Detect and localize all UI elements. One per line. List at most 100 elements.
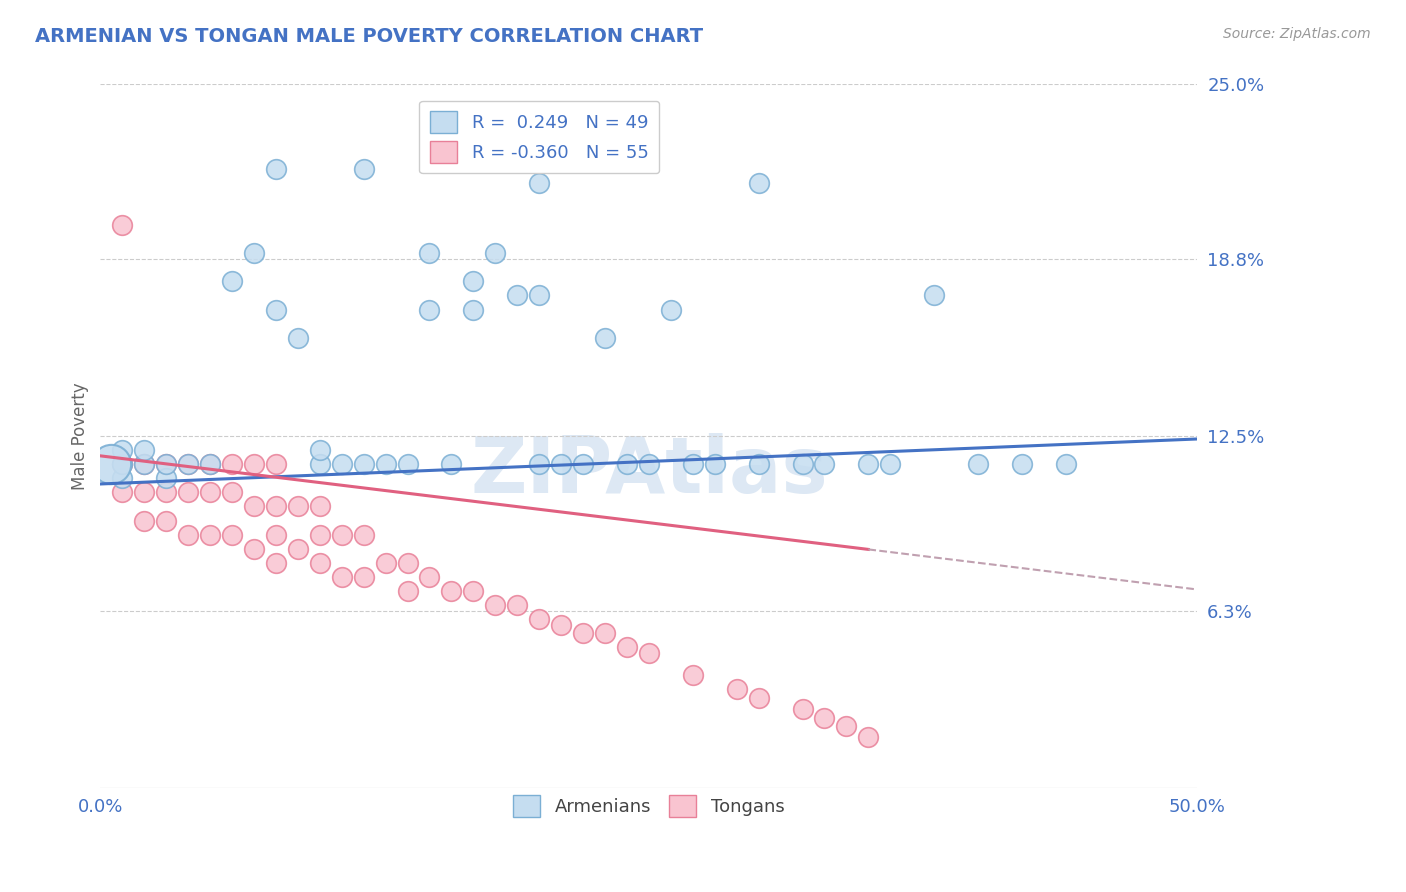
Point: [198, 527, 221, 541]
Point: [134, 458, 156, 472]
Point: [593, 331, 616, 345]
Point: [529, 176, 551, 190]
Point: [221, 485, 243, 500]
Point: [792, 458, 814, 472]
Point: [835, 719, 858, 733]
Point: [418, 246, 440, 260]
Point: [529, 612, 551, 626]
Point: [858, 458, 880, 472]
Point: [703, 458, 725, 472]
Point: [111, 471, 134, 485]
Point: [330, 527, 353, 541]
Point: [177, 485, 200, 500]
Point: [506, 598, 529, 612]
Point: [682, 668, 704, 682]
Point: [879, 458, 901, 472]
Point: [484, 246, 506, 260]
Point: [134, 458, 156, 472]
Point: [748, 690, 770, 705]
Point: [463, 274, 485, 288]
Point: [264, 302, 287, 317]
Point: [111, 218, 134, 232]
Point: [1054, 458, 1077, 472]
Point: [134, 443, 156, 458]
Point: [396, 458, 419, 472]
Point: [748, 458, 770, 472]
Point: [155, 485, 177, 500]
Point: [134, 485, 156, 500]
Point: [396, 556, 419, 570]
Point: [506, 288, 529, 302]
Point: [396, 583, 419, 598]
Point: [308, 527, 330, 541]
Point: [111, 458, 134, 472]
Text: ZIPAtlas: ZIPAtlas: [470, 434, 828, 509]
Point: [638, 458, 661, 472]
Point: [221, 527, 243, 541]
Point: [221, 458, 243, 472]
Point: [529, 288, 551, 302]
Point: [308, 500, 330, 514]
Point: [134, 514, 156, 528]
Point: [198, 458, 221, 472]
Point: [177, 527, 200, 541]
Point: [484, 598, 506, 612]
Point: [330, 458, 353, 472]
Point: [264, 458, 287, 472]
Point: [111, 443, 134, 458]
Point: [155, 458, 177, 472]
Point: [221, 274, 243, 288]
Point: [243, 246, 266, 260]
Point: [243, 500, 266, 514]
Point: [1011, 458, 1033, 472]
Point: [177, 458, 200, 472]
Point: [440, 458, 463, 472]
Text: Source: ZipAtlas.com: Source: ZipAtlas.com: [1223, 27, 1371, 41]
Point: [308, 443, 330, 458]
Text: ARMENIAN VS TONGAN MALE POVERTY CORRELATION CHART: ARMENIAN VS TONGAN MALE POVERTY CORRELAT…: [35, 27, 703, 45]
Point: [418, 302, 440, 317]
Point: [330, 570, 353, 584]
Point: [858, 730, 880, 744]
Point: [616, 458, 638, 472]
Point: [155, 458, 177, 472]
Point: [638, 646, 661, 660]
Point: [374, 556, 396, 570]
Point: [264, 161, 287, 176]
Point: [967, 458, 990, 472]
Point: [572, 458, 595, 472]
Point: [264, 500, 287, 514]
Point: [198, 485, 221, 500]
Point: [287, 500, 309, 514]
Point: [308, 556, 330, 570]
Point: [111, 485, 134, 500]
Point: [792, 702, 814, 716]
Point: [440, 583, 463, 598]
Point: [155, 471, 177, 485]
Point: [659, 302, 682, 317]
Point: [111, 458, 134, 472]
Point: [177, 458, 200, 472]
Point: [353, 570, 375, 584]
Point: [287, 331, 309, 345]
Point: [353, 527, 375, 541]
Point: [418, 570, 440, 584]
Point: [682, 458, 704, 472]
Point: [725, 682, 748, 697]
Point: [243, 541, 266, 556]
Point: [353, 458, 375, 472]
Point: [529, 458, 551, 472]
Point: [308, 458, 330, 472]
Point: [243, 458, 266, 472]
Point: [813, 458, 835, 472]
Point: [813, 710, 835, 724]
Point: [922, 288, 945, 302]
Point: [463, 302, 485, 317]
Point: [550, 458, 572, 472]
Point: [287, 541, 309, 556]
Point: [198, 458, 221, 472]
Point: [374, 458, 396, 472]
Point: [572, 626, 595, 640]
Point: [593, 626, 616, 640]
Point: [353, 161, 375, 176]
